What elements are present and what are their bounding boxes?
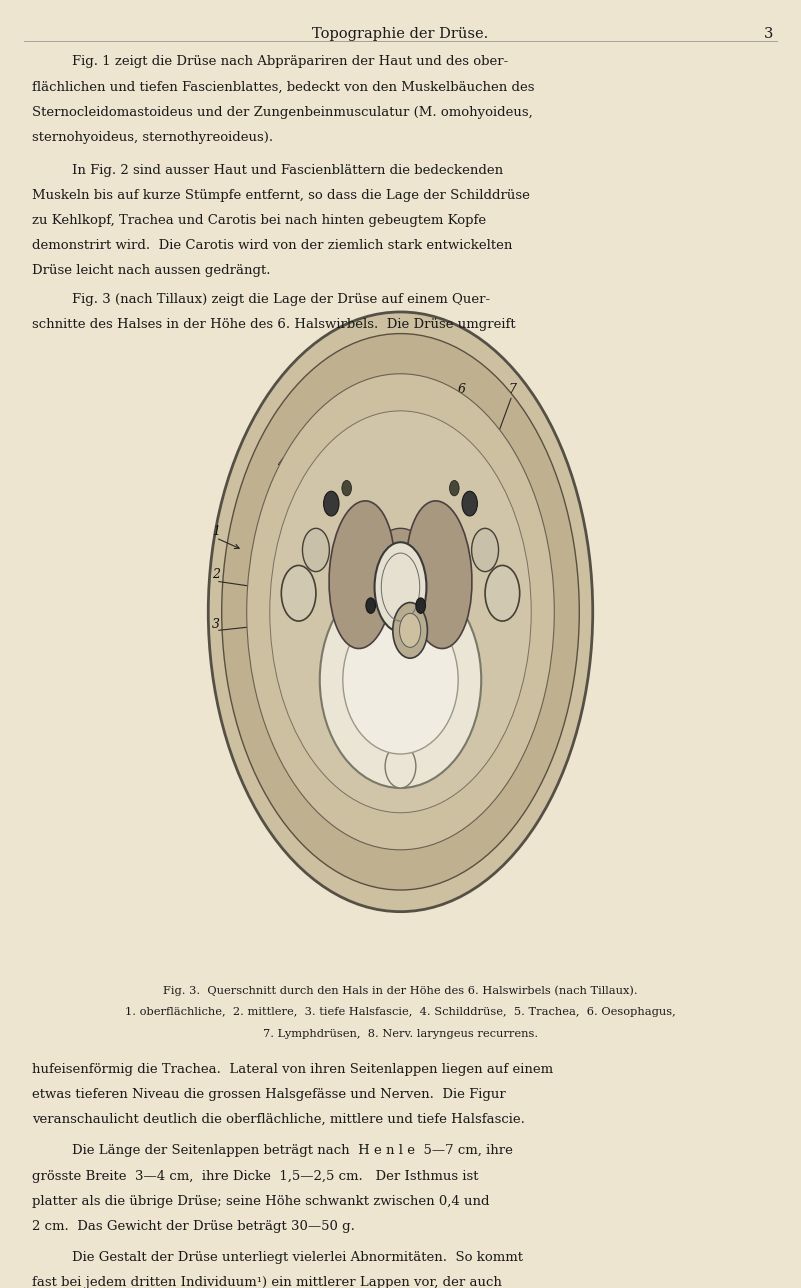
Ellipse shape xyxy=(375,542,426,632)
Ellipse shape xyxy=(392,603,428,658)
Text: zu Kehlkopf, Trachea und Carotis bei nach hinten gebeugtem Kopfe: zu Kehlkopf, Trachea und Carotis bei nac… xyxy=(32,214,486,227)
Text: Drüse leicht nach aussen gedrängt.: Drüse leicht nach aussen gedrängt. xyxy=(32,264,271,277)
Text: 1. oberflächliche,  2. mittlere,  3. tiefe Halsfascie,  4. Schilddrüse,  5. Trac: 1. oberflächliche, 2. mittlere, 3. tiefe… xyxy=(125,1007,676,1018)
Text: fast bei jedem dritten Individuum¹) ein mittlerer Lappen vor, der auch: fast bei jedem dritten Individuum¹) ein … xyxy=(32,1276,502,1288)
Ellipse shape xyxy=(385,744,416,788)
Circle shape xyxy=(281,565,316,621)
Text: etwas tieferen Niveau die grossen Halsgefässe und Nerven.  Die Figur: etwas tieferen Niveau die grossen Halsge… xyxy=(32,1087,505,1101)
Text: 2: 2 xyxy=(212,568,220,581)
Circle shape xyxy=(449,480,459,496)
Text: 4: 4 xyxy=(277,457,285,470)
Ellipse shape xyxy=(270,411,531,813)
Text: Die Länge der Seitenlappen beträgt nach  H e n l e  5—7 cm, ihre: Die Länge der Seitenlappen beträgt nach … xyxy=(72,1144,513,1158)
Circle shape xyxy=(324,491,339,516)
Circle shape xyxy=(416,598,425,613)
Text: platter als die übrige Drüse; seine Höhe schwankt zwischen 0,4 und: platter als die übrige Drüse; seine Höhe… xyxy=(32,1195,489,1208)
Text: Fig. 3.  Querschnitt durch den Hals in der Höhe des 6. Halswirbels (nach Tillaux: Fig. 3. Querschnitt durch den Hals in de… xyxy=(163,985,638,996)
Text: 2 cm.  Das Gewicht der Drüse beträgt 30—50 g.: 2 cm. Das Gewicht der Drüse beträgt 30—5… xyxy=(32,1220,355,1233)
Circle shape xyxy=(462,491,477,516)
Circle shape xyxy=(472,528,498,572)
Text: Fig. 1 zeigt die Drüse nach Abpräpariren der Haut und des ober-: Fig. 1 zeigt die Drüse nach Abpräpariren… xyxy=(72,55,509,68)
Ellipse shape xyxy=(222,334,579,890)
Ellipse shape xyxy=(381,528,420,559)
Text: 1: 1 xyxy=(212,526,220,538)
Text: 7: 7 xyxy=(508,383,516,395)
Ellipse shape xyxy=(343,605,458,753)
Text: hufeisenförmig die Trachea.  Lateral von ihren Seitenlappen liegen auf einem: hufeisenförmig die Trachea. Lateral von … xyxy=(32,1063,553,1075)
Text: demonstrirt wird.  Die Carotis wird von der ziemlich stark entwickelten: demonstrirt wird. Die Carotis wird von d… xyxy=(32,238,513,252)
Text: sternohyoideus, sternothyreoideus).: sternohyoideus, sternothyreoideus). xyxy=(32,131,273,144)
Text: Sternocleidomastoideus und der Zungenbeinmusculatur (M. omohyoideus,: Sternocleidomastoideus und der Zungenbei… xyxy=(32,106,533,118)
Text: flächlichen und tiefen Fascienblattes, bedeckt von den Muskelbäuchen des: flächlichen und tiefen Fascienblattes, b… xyxy=(32,81,534,94)
Text: Die Gestalt der Drüse unterliegt vielerlei Abnormitäten.  So kommt: Die Gestalt der Drüse unterliegt vielerl… xyxy=(72,1251,523,1265)
Text: 3: 3 xyxy=(763,27,773,41)
Text: Topographie der Drüse.: Topographie der Drüse. xyxy=(312,27,489,41)
Text: 6: 6 xyxy=(458,383,466,395)
Text: 8: 8 xyxy=(362,383,370,395)
Ellipse shape xyxy=(406,501,472,649)
Ellipse shape xyxy=(320,572,481,788)
Text: schnitte des Halses in der Höhe des 6. Halswirbels.  Die Drüse umgreift: schnitte des Halses in der Höhe des 6. H… xyxy=(32,318,516,331)
Circle shape xyxy=(366,598,376,613)
Text: Fig. 3 (nach Tillaux) zeigt die Lage der Drüse auf einem Quer-: Fig. 3 (nach Tillaux) zeigt die Lage der… xyxy=(72,292,490,307)
Circle shape xyxy=(342,480,352,496)
Ellipse shape xyxy=(247,374,554,850)
Ellipse shape xyxy=(329,501,395,649)
Text: grösste Breite  3—4 cm,  ihre Dicke  1,5—2,5 cm.   Der Isthmus ist: grösste Breite 3—4 cm, ihre Dicke 1,5—2,… xyxy=(32,1170,478,1182)
Circle shape xyxy=(303,528,329,572)
Text: veranschaulicht deutlich die oberflächliche, mittlere und tiefe Halsfascie.: veranschaulicht deutlich die oberflächli… xyxy=(32,1113,525,1126)
Ellipse shape xyxy=(208,312,593,912)
Text: 7. Lymphdrüsen,  8. Nerv. laryngeus recurrens.: 7. Lymphdrüsen, 8. Nerv. laryngeus recur… xyxy=(263,1029,538,1039)
Ellipse shape xyxy=(400,613,421,648)
Text: 5: 5 xyxy=(406,383,414,395)
Text: In Fig. 2 sind ausser Haut und Fascienblättern die bedeckenden: In Fig. 2 sind ausser Haut und Fascienbl… xyxy=(72,164,503,176)
Text: Muskeln bis auf kurze Stümpfe entfernt, so dass die Lage der Schilddrüse: Muskeln bis auf kurze Stümpfe entfernt, … xyxy=(32,188,530,202)
Text: 3: 3 xyxy=(212,618,220,631)
Circle shape xyxy=(485,565,520,621)
